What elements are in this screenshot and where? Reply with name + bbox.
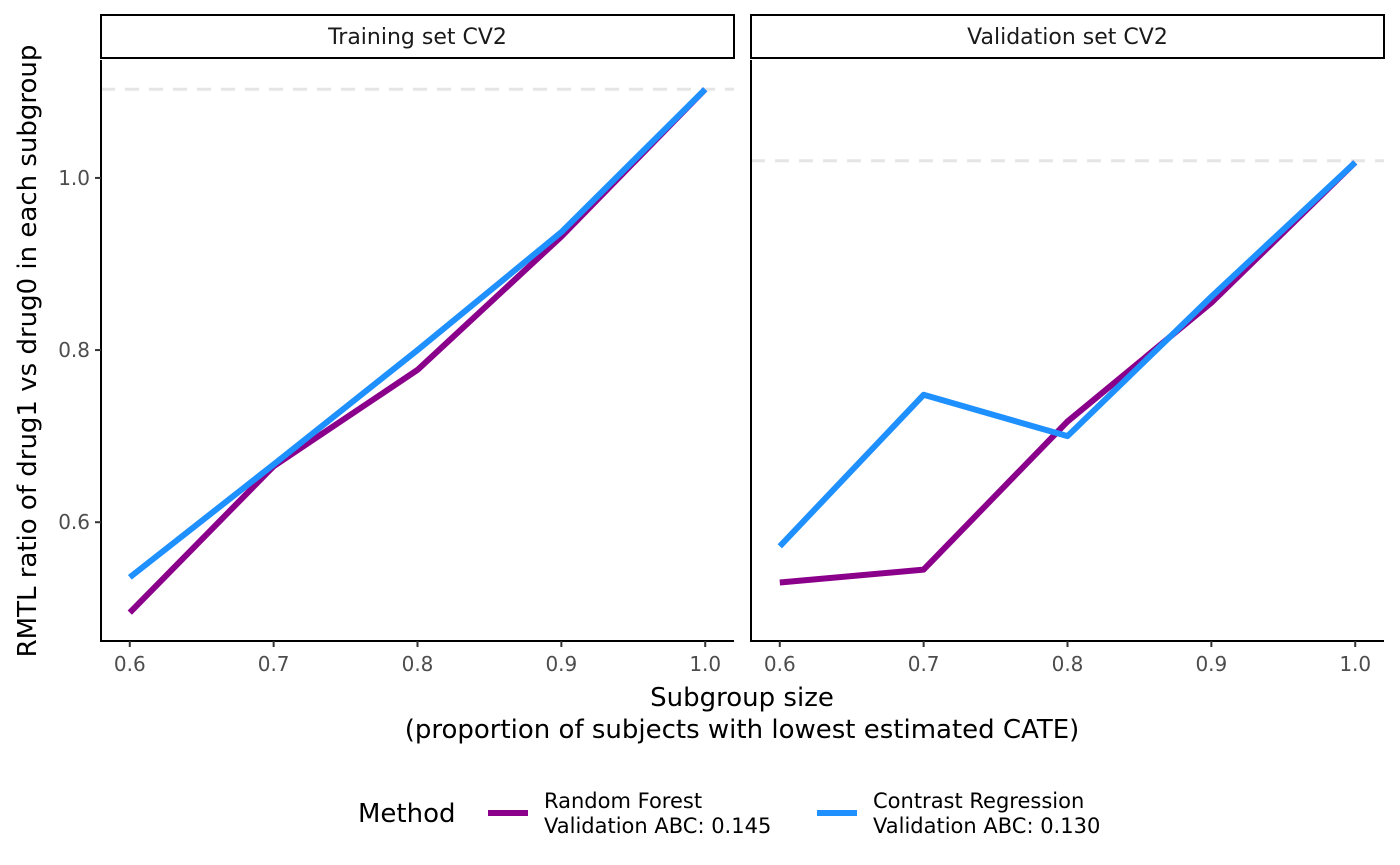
facet-strip-training: Training set CV2 xyxy=(100,14,735,59)
legend-label-random-forest-line1: Random Forest xyxy=(544,789,702,813)
x-axis-title-line1: Subgroup size xyxy=(650,683,834,713)
x-tick-label-training: 0.7 xyxy=(258,652,290,676)
legend-label-contrast-regression-line1: Contrast Regression xyxy=(873,789,1084,813)
x-tick-label-validation: 0.6 xyxy=(764,652,796,676)
series-line-random-forest-validation xyxy=(779,160,1358,586)
series-line-contrast-regression-validation xyxy=(777,160,1358,549)
y-axis-ticks: 0.6 0.8 1.0 xyxy=(58,166,101,534)
x-tick-label-validation: 0.8 xyxy=(1052,652,1084,676)
x-tick-label-training: 1.0 xyxy=(689,652,721,676)
panel-validation: 0.6 0.7 0.8 0.9 1.0 xyxy=(750,60,1384,676)
x-axis-title-line2: (proportion of subjects with lowest esti… xyxy=(405,715,1080,745)
facet-title-training: Training set CV2 xyxy=(327,25,507,50)
y-tick-label: 0.6 xyxy=(58,510,90,534)
y-tick-label: 1.0 xyxy=(58,166,90,190)
x-tick-label-validation: 1.0 xyxy=(1339,652,1371,676)
x-tick-label-validation: 0.7 xyxy=(908,652,940,676)
facet-title-validation: Validation set CV2 xyxy=(967,25,1168,50)
x-tick-label-training: 0.6 xyxy=(114,652,146,676)
series-line-contrast-regression-training xyxy=(127,87,708,580)
y-tick-label: 0.8 xyxy=(58,338,90,362)
panel-training: 0.6 0.7 0.8 0.9 1.0 xyxy=(100,60,734,676)
x-tick-label-training: 0.8 xyxy=(402,652,434,676)
x-tick-label-validation: 0.9 xyxy=(1195,652,1227,676)
facet-strip-validation: Validation set CV2 xyxy=(750,14,1385,59)
legend-label-contrast-regression-line2: Validation ABC: 0.130 xyxy=(873,814,1100,838)
legend-label-random-forest-line2: Validation ABC: 0.145 xyxy=(544,814,771,838)
x-tick-label-training: 0.9 xyxy=(545,652,577,676)
legend-title: Method xyxy=(358,799,456,829)
legend: Method Random Forest Validation ABC: 0.1… xyxy=(358,789,1100,838)
y-axis-title: RMTL ratio of drug1 vs drug0 in each sub… xyxy=(13,45,43,658)
